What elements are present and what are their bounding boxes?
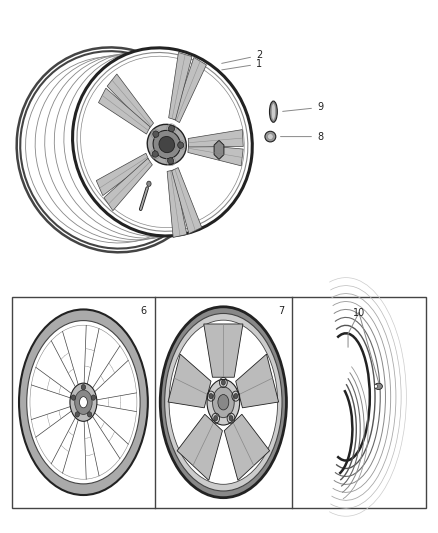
- Text: 10: 10: [353, 309, 365, 318]
- Ellipse shape: [165, 313, 282, 491]
- Ellipse shape: [147, 181, 151, 187]
- Text: 7: 7: [278, 306, 284, 316]
- Ellipse shape: [265, 131, 276, 142]
- Ellipse shape: [209, 393, 213, 399]
- FancyBboxPatch shape: [12, 297, 426, 508]
- Ellipse shape: [27, 320, 140, 484]
- Polygon shape: [168, 354, 211, 408]
- Polygon shape: [167, 170, 187, 237]
- Ellipse shape: [169, 320, 278, 484]
- Polygon shape: [188, 144, 243, 166]
- Ellipse shape: [30, 325, 137, 479]
- Polygon shape: [104, 158, 152, 211]
- Ellipse shape: [80, 397, 87, 408]
- Polygon shape: [173, 58, 206, 123]
- Ellipse shape: [75, 390, 92, 415]
- Ellipse shape: [168, 158, 173, 164]
- Text: 1: 1: [222, 59, 262, 70]
- Ellipse shape: [152, 151, 158, 157]
- Polygon shape: [99, 88, 150, 134]
- Ellipse shape: [229, 416, 233, 421]
- Polygon shape: [214, 140, 224, 159]
- Ellipse shape: [159, 136, 175, 152]
- Polygon shape: [204, 324, 243, 377]
- Text: 8: 8: [280, 132, 323, 142]
- Ellipse shape: [70, 383, 97, 421]
- Ellipse shape: [19, 310, 148, 495]
- Ellipse shape: [71, 395, 76, 400]
- Ellipse shape: [91, 395, 95, 400]
- Ellipse shape: [269, 101, 277, 122]
- Ellipse shape: [207, 379, 240, 425]
- Polygon shape: [172, 167, 202, 234]
- Text: 6: 6: [141, 306, 147, 316]
- Polygon shape: [224, 414, 270, 480]
- Text: 5: 5: [152, 191, 166, 203]
- Text: 3: 3: [228, 152, 249, 165]
- Text: 9: 9: [283, 102, 323, 112]
- Ellipse shape: [374, 383, 382, 390]
- Polygon shape: [107, 74, 154, 129]
- Ellipse shape: [169, 125, 175, 132]
- Ellipse shape: [268, 134, 273, 140]
- Polygon shape: [188, 130, 243, 147]
- Text: 2: 2: [222, 51, 262, 63]
- Ellipse shape: [153, 131, 159, 138]
- Ellipse shape: [234, 393, 238, 399]
- Text: 4: 4: [138, 203, 147, 219]
- Polygon shape: [177, 414, 223, 480]
- Ellipse shape: [147, 124, 186, 165]
- Ellipse shape: [178, 142, 184, 148]
- Ellipse shape: [212, 387, 234, 418]
- Ellipse shape: [160, 307, 286, 498]
- Polygon shape: [96, 154, 149, 196]
- Ellipse shape: [218, 394, 229, 410]
- Ellipse shape: [374, 384, 378, 388]
- Ellipse shape: [81, 384, 85, 390]
- Polygon shape: [236, 354, 279, 408]
- Ellipse shape: [271, 103, 276, 120]
- Ellipse shape: [214, 416, 218, 421]
- Ellipse shape: [73, 48, 252, 236]
- Polygon shape: [169, 52, 192, 120]
- Ellipse shape: [88, 412, 92, 417]
- Ellipse shape: [75, 412, 79, 417]
- Ellipse shape: [221, 380, 225, 385]
- Ellipse shape: [153, 131, 180, 159]
